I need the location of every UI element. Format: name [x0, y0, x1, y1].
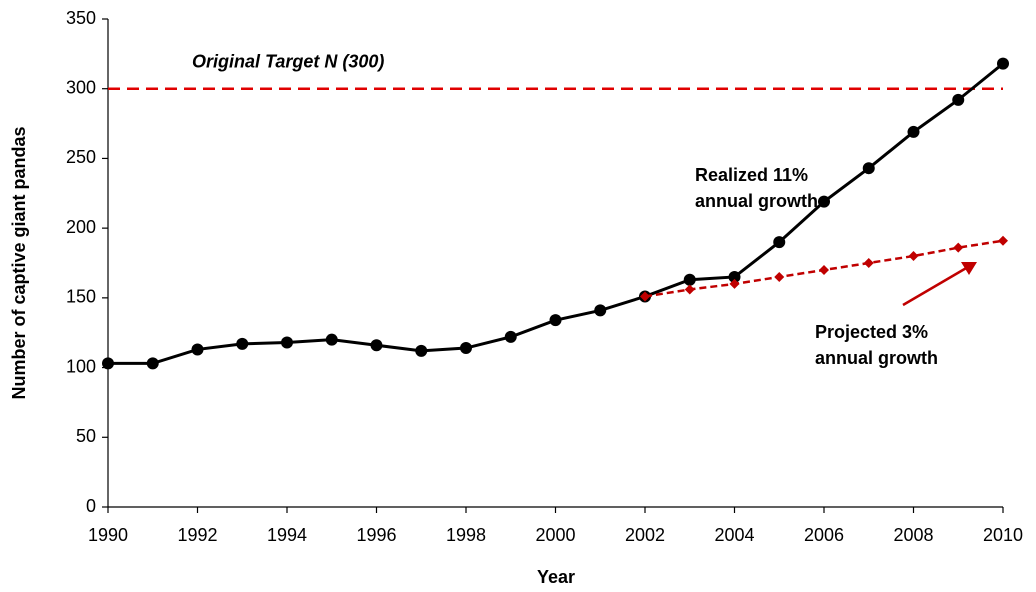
x-tick-label: 1994: [267, 525, 307, 545]
marker: [818, 195, 830, 208]
marker: [773, 236, 786, 249]
marker: [997, 57, 1009, 70]
x-tick-label: 2004: [714, 525, 754, 545]
marker: [683, 273, 696, 286]
marker: [819, 264, 829, 275]
marker: [908, 251, 919, 262]
marker: [102, 357, 114, 370]
marker: [998, 235, 1008, 246]
arrow-head: [961, 262, 977, 275]
marker: [863, 258, 874, 268]
annotation: Realized 11%: [695, 165, 808, 185]
y-tick-label: 50: [76, 426, 96, 446]
marker: [774, 271, 785, 282]
x-tick-label: 2002: [625, 525, 665, 545]
marker: [640, 291, 650, 302]
marker: [281, 336, 293, 349]
marker: [146, 357, 159, 370]
x-tick-label: 1996: [356, 525, 396, 545]
marker: [953, 242, 964, 253]
marker: [191, 343, 204, 356]
marker: [907, 125, 920, 138]
x-tick-label: 2010: [983, 525, 1023, 545]
x-axis-label: Year: [537, 567, 575, 587]
arrow: [902, 265, 969, 307]
x-tick-label: 2006: [804, 525, 844, 545]
y-tick-label: 150: [66, 287, 96, 307]
marker: [684, 284, 695, 295]
marker: [952, 93, 965, 106]
marker: [862, 162, 875, 175]
y-tick-label: 250: [66, 147, 96, 167]
annotation: annual growth: [815, 348, 938, 368]
annotation: Projected 3%: [815, 322, 928, 342]
y-tick-label: 300: [66, 77, 96, 97]
marker: [370, 339, 383, 352]
x-tick-label: 1998: [446, 525, 486, 545]
marker: [325, 333, 338, 346]
reference-label: Original Target N (300): [192, 51, 384, 71]
marker: [729, 278, 740, 289]
marker: [236, 337, 249, 350]
x-tick-label: 1990: [88, 525, 128, 545]
marker: [504, 330, 517, 343]
marker: [460, 342, 472, 355]
x-tick-label: 2000: [535, 525, 575, 545]
x-tick-label: 1992: [177, 525, 217, 545]
y-tick-label: 350: [66, 8, 96, 28]
y-axis-label: Number of captive giant pandas: [9, 126, 29, 399]
y-tick-label: 200: [66, 217, 96, 237]
marker: [594, 304, 607, 317]
y-tick-label: 0: [86, 496, 96, 516]
annotation: annual growth: [695, 191, 818, 211]
y-tick-label: 100: [66, 356, 96, 376]
marker: [415, 344, 428, 357]
x-tick-label: 2008: [893, 525, 933, 545]
marker: [549, 314, 562, 327]
marker: [728, 270, 741, 283]
